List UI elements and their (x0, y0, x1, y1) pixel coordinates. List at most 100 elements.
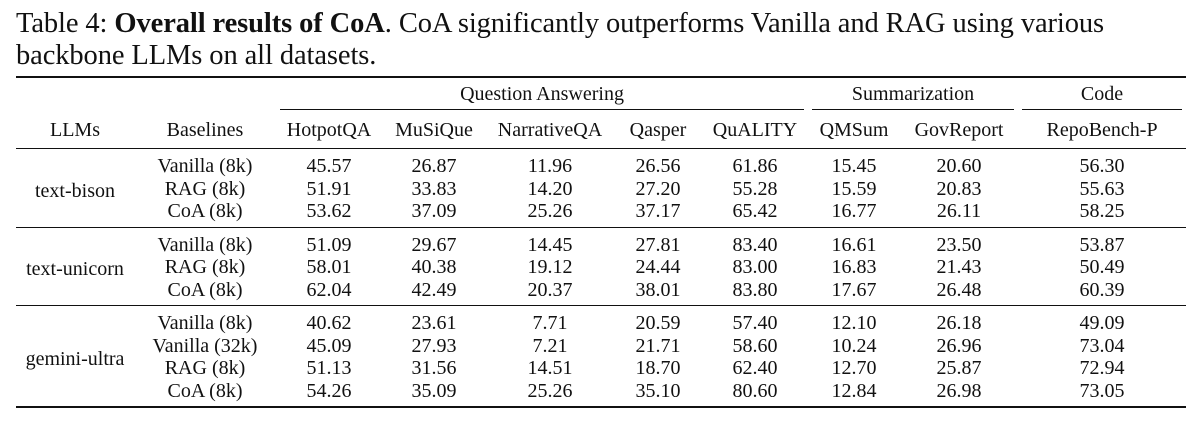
score-cell: 26.18 (936, 312, 982, 335)
column-header: QMSum (819, 118, 889, 141)
score-cell: 12.10 (831, 312, 877, 335)
score-cell: 11.96 (527, 155, 573, 178)
caption-label: Table 4: (16, 8, 108, 39)
llm-name-cell: text-unicorn (26, 258, 124, 281)
score-cell: 20.60 (936, 155, 982, 178)
baseline-cell: RAG (8k) (164, 256, 246, 279)
score-cell: 20.37 (527, 278, 573, 301)
score-cell: 20.59 (635, 312, 681, 335)
score-cell: 83.80 (732, 278, 778, 301)
score-cell: 80.60 (732, 379, 778, 402)
score-cell: 19.12 (527, 256, 573, 279)
table-row: CoA (8k) 54.26 35.09 25.26 35.10 80.60 12.84 26… (16, 379, 1187, 407)
score-cell: 40.38 (411, 256, 457, 279)
score-cell: 37.17 (635, 200, 681, 223)
column-header: HotpotQA (286, 118, 372, 141)
score-cell: 16.77 (831, 200, 877, 223)
column-header: Baselines (166, 118, 244, 141)
score-cell: 35.09 (411, 379, 457, 402)
table-row: CoA (8k) 53.62 37.09 25.26 37.17 65.42 16.77 26… (16, 200, 1186, 227)
score-cell: 20.83 (936, 177, 982, 200)
score-cell: 26.11 (936, 200, 982, 223)
column-header: NarrativeQA (497, 118, 603, 141)
score-cell: 42.49 (411, 278, 457, 301)
column-group-header: Summarization (808, 77, 1018, 112)
column-header: LLMs (50, 118, 100, 141)
score-cell: 31.56 (411, 357, 457, 380)
score-cell: 15.45 (831, 155, 877, 178)
table-row: RAG (8k) 51.13 31.56 14.51 18.70 62.40 12.70 25… (16, 357, 1186, 380)
score-cell: 83.40 (732, 233, 778, 256)
score-cell: 23.50 (936, 233, 982, 256)
score-cell: 53.87 (1079, 233, 1125, 256)
score-cell: 21.43 (936, 256, 982, 279)
score-cell: 27.81 (635, 233, 681, 256)
score-cell: 16.61 (831, 233, 877, 256)
score-cell: 26.96 (936, 334, 982, 357)
score-cell: 35.10 (635, 379, 681, 402)
score-cell: 51.09 (306, 233, 352, 256)
column-header: MuSiQue (395, 118, 473, 141)
baseline-cell: CoA (8k) (167, 278, 243, 301)
table-row: Vanilla (32k) 45.09 27.93 7.21 21.71 58.60 10.… (16, 335, 1186, 358)
score-cell: 45.57 (306, 155, 352, 178)
table-row: RAG (8k) 58.01 40.38 19.12 24.44 83.00 16.83 21… (16, 256, 1186, 279)
group-header-row: Question Answering Summarization Code (16, 77, 1187, 112)
score-cell: 26.98 (936, 379, 982, 402)
column-header: GovReport (914, 118, 1004, 141)
baseline-cell: RAG (8k) (164, 177, 246, 200)
score-cell: 65.42 (732, 200, 778, 223)
baseline-cell: RAG (8k) (164, 357, 246, 380)
score-cell: 55.63 (1079, 177, 1125, 200)
column-header: RepoBench-P (1046, 118, 1158, 141)
score-cell: 37.09 (411, 200, 457, 223)
score-cell: 7.21 (532, 334, 568, 357)
score-cell: 72.94 (1079, 357, 1125, 380)
results-table: Question Answering Summarization Code LLMs… (16, 76, 1187, 408)
score-cell: 14.20 (527, 177, 573, 200)
score-cell: 14.51 (527, 357, 573, 380)
score-cell: 25.87 (936, 357, 982, 380)
baseline-cell: CoA (8k) (167, 200, 243, 223)
score-cell: 53.62 (306, 200, 352, 223)
score-cell: 12.70 (831, 357, 877, 380)
score-cell: 73.05 (1079, 379, 1125, 402)
score-cell: 10.24 (831, 334, 877, 357)
score-cell: 56.30 (1079, 155, 1125, 178)
score-cell: 62.40 (732, 357, 778, 380)
column-header-row: LLMs Baselines HotpotQA MuSiQue NarrativeQA Q… (16, 112, 1186, 149)
column-group-label: Summarization (812, 83, 1015, 110)
table-row: gemini-ultra Vanilla (8k) 40.62 23.61 7.71 20… (16, 305, 1187, 370)
caption-text: . CoA significantly outperforms Vanilla … (16, 8, 1105, 71)
score-cell: 16.83 (831, 256, 877, 279)
score-cell: 58.01 (306, 256, 352, 279)
baseline-cell: Vanilla (32k) (152, 334, 258, 357)
table-row: text-bison Vanilla (8k) 45.57 26.87 11.96 26.… (16, 148, 1187, 202)
column-group-header: Question Answering (276, 77, 808, 112)
score-cell: 83.00 (732, 256, 778, 279)
score-cell: 27.20 (635, 177, 681, 200)
score-cell: 58.25 (1079, 200, 1125, 223)
column-group-label: Question Answering (280, 83, 805, 110)
score-cell: 45.09 (306, 334, 352, 357)
score-cell: 54.26 (306, 379, 352, 402)
score-cell: 33.83 (411, 177, 457, 200)
baseline-cell: Vanilla (8k) (157, 312, 253, 335)
score-cell: 49.09 (1079, 312, 1125, 335)
score-cell: 17.67 (831, 278, 877, 301)
score-cell: 40.62 (306, 312, 352, 335)
score-cell: 25.26 (527, 379, 573, 402)
column-header: Qasper (629, 118, 687, 141)
score-cell: 26.48 (936, 278, 982, 301)
table-row: RAG (8k) 51.91 33.83 14.20 27.20 55.28 15.59 20… (16, 178, 1186, 201)
llm-name-cell: gemini-ultra (25, 348, 125, 370)
score-cell: 51.13 (306, 357, 352, 380)
score-cell: 25.26 (527, 200, 573, 223)
table-row: text-unicorn Vanilla (8k) 51.09 29.67 14.45 2… (16, 227, 1187, 280)
score-cell: 26.56 (635, 155, 681, 178)
score-cell: 38.01 (635, 278, 681, 301)
column-group-label: Code (1022, 83, 1183, 110)
score-cell: 23.61 (411, 312, 457, 335)
score-cell: 62.04 (306, 278, 352, 301)
score-cell: 21.71 (635, 334, 681, 357)
